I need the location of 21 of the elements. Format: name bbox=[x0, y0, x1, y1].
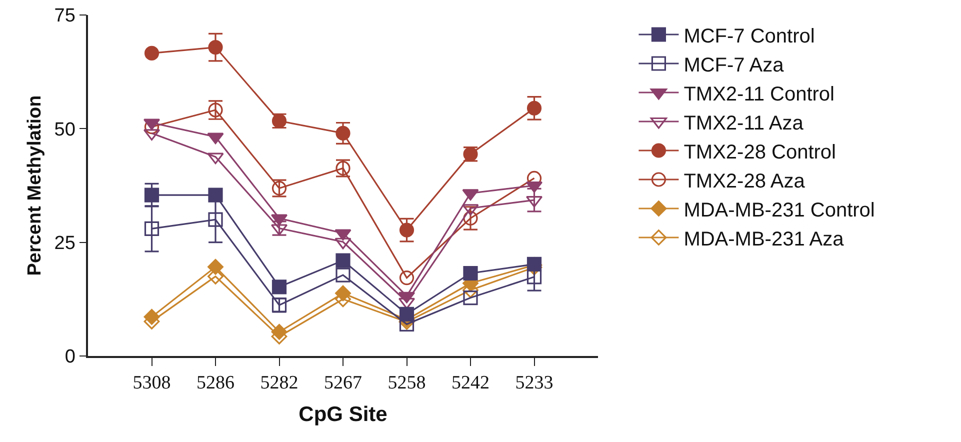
legend-label: TMX2-28 Control bbox=[684, 141, 836, 164]
legend-label: MDA-MB-231 Control bbox=[684, 199, 875, 222]
x-tick-label: 5267 bbox=[324, 372, 362, 394]
y-tick-label: 50 bbox=[54, 119, 76, 140]
x-tick-label: 5286 bbox=[196, 372, 234, 394]
legend-label: TMX2-11 Control bbox=[684, 83, 834, 106]
x-tick-label: 5308 bbox=[132, 372, 171, 394]
legend-label: TMX2-11 Aza bbox=[684, 112, 804, 134]
y-tick-label: 0 bbox=[64, 346, 76, 368]
x-axis-title: CpG Site bbox=[298, 403, 388, 426]
x-tick-label: 5258 bbox=[388, 372, 426, 394]
x-tick-label: 5242 bbox=[452, 372, 490, 394]
legend-label: MCF-7 Control bbox=[684, 25, 815, 48]
legend-label: MCF-7 Aza bbox=[684, 54, 785, 76]
x-tick-label: 5233 bbox=[515, 372, 554, 394]
y-tick-label: 25 bbox=[54, 232, 76, 254]
y-axis-title: Percent Methylation bbox=[24, 95, 46, 276]
legend-label: MDA-MB-231 Aza bbox=[684, 228, 845, 250]
legend-label: TMX2-28 Aza bbox=[684, 170, 806, 192]
y-tick-label: 75 bbox=[54, 6, 76, 27]
x-tick-label: 5282 bbox=[260, 372, 298, 394]
